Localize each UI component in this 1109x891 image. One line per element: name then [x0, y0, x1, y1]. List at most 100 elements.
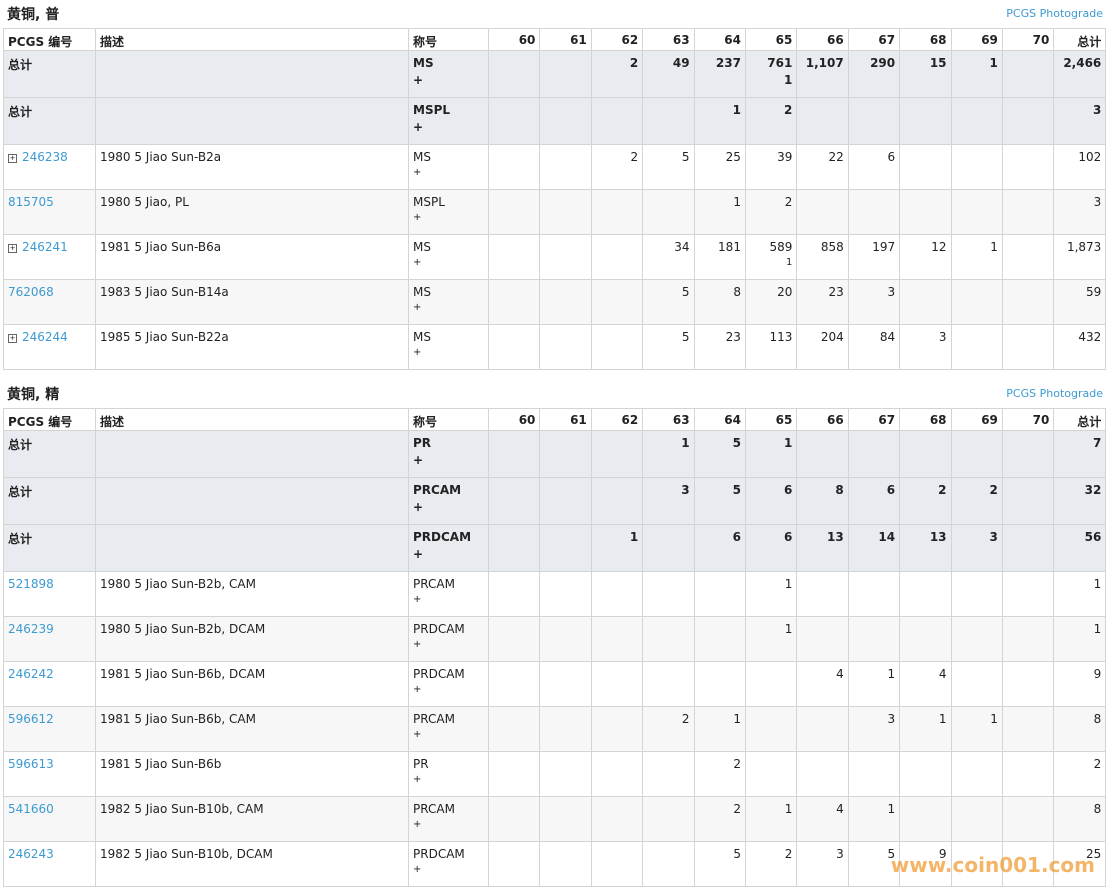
- description-cell: [95, 50, 409, 98]
- coin-row: 541660 1982 5 Jiao Sun-B10b, CAM PRCAM +2 1 4…: [3, 796, 1107, 842]
- grade-cell: [590, 430, 644, 478]
- grade-cell: [950, 279, 1003, 325]
- grade-cell: [1001, 524, 1055, 572]
- pcgs-number-link[interactable]: 596612: [8, 712, 54, 726]
- grade-cell: [539, 50, 592, 98]
- grade-cell: 589 1: [744, 234, 798, 280]
- pcgs-number-link[interactable]: 762068: [8, 285, 54, 299]
- description-cell: 1982 5 Jiao Sun-B10b, DCAM: [95, 841, 409, 887]
- column-header: 65: [744, 408, 798, 431]
- pcgs-number-link[interactable]: 596613: [8, 757, 54, 771]
- grade-cell: [539, 706, 592, 752]
- grade-cell: [487, 324, 541, 370]
- grade-cell: [642, 661, 695, 707]
- description-cell: 1980 5 Jiao, PL: [95, 189, 409, 235]
- grade-cell: [950, 751, 1003, 797]
- population-count: 6: [732, 530, 741, 544]
- header-row: PCGS 编号 描述 称号 60 61 62 63 64 65 66 67 68 69 70 总计: [3, 408, 1107, 431]
- total-label: 总计: [8, 58, 33, 72]
- grade-cell: [590, 97, 644, 145]
- population-count: 4: [938, 667, 947, 681]
- designation: MS: [413, 150, 431, 164]
- column-header: 66: [796, 28, 849, 51]
- designation-cell: PRCAM +: [408, 477, 489, 525]
- population-count: 1,107: [805, 56, 844, 70]
- watermark: www.coin001.com: [890, 853, 1095, 877]
- grade-cell: 2: [744, 97, 798, 145]
- population-count: 3: [681, 483, 690, 497]
- population-count: 20: [777, 285, 793, 299]
- grade-cell: [693, 661, 746, 707]
- description-cell: 1981 5 Jiao Sun-B6b: [95, 751, 409, 797]
- grade-cell: [487, 524, 541, 572]
- photograde-link[interactable]: PCGS Photograde: [1006, 7, 1103, 20]
- grade-cell: 5: [642, 324, 695, 370]
- coin-row: 596613 1981 5 Jiao Sun-B6b PR +2 2: [3, 751, 1107, 797]
- designation-cell: MS +: [408, 50, 489, 98]
- grade-cell: [796, 189, 849, 235]
- designation-cell: MSPL +: [408, 189, 489, 235]
- grade-cell: 5: [847, 841, 901, 887]
- coin-row: 596612 1981 5 Jiao Sun-B6b, CAM PRCAM +2 1 3 1…: [3, 706, 1107, 752]
- designation-cell: MSPL +: [408, 97, 489, 145]
- expand-icon[interactable]: +: [8, 154, 17, 163]
- pcgs-number-link[interactable]: 246239: [8, 622, 54, 636]
- population-count: 3: [836, 847, 844, 861]
- population-count: 1: [681, 436, 690, 450]
- population-count: 1: [990, 712, 998, 726]
- pcgs-number-link[interactable]: 246243: [8, 847, 54, 861]
- pcgs-number-link[interactable]: 246242: [8, 667, 54, 681]
- column-header: 称号: [408, 408, 489, 431]
- population-count: 6: [783, 483, 793, 497]
- pcgs-number-link[interactable]: 541660: [8, 802, 54, 816]
- grade-cell: 4: [796, 661, 849, 707]
- plus-designation: +: [413, 302, 422, 313]
- population-count: 2: [733, 757, 741, 771]
- population-count: 2,466: [1063, 56, 1102, 70]
- section-header: 黄铜, 普 PCGS Photograde: [3, 0, 1105, 28]
- total-cell: 1,873: [1053, 234, 1107, 280]
- photograde-link[interactable]: PCGS Photograde: [1006, 387, 1103, 400]
- grade-cell: [950, 796, 1003, 842]
- column-header: 62: [590, 28, 644, 51]
- total-label: 总计: [8, 485, 33, 499]
- grade-cell: 1: [744, 430, 798, 478]
- population-count: 1: [1093, 622, 1102, 636]
- grade-cell: [1001, 50, 1055, 98]
- description-cell: 1980 5 Jiao Sun-B2a: [95, 144, 409, 190]
- description: 1982 5 Jiao Sun-B10b, CAM: [100, 802, 264, 816]
- pcgs-number-link[interactable]: 246241: [22, 240, 68, 254]
- expand-icon[interactable]: +: [8, 334, 17, 343]
- header-row: PCGS 编号 描述 称号 60 61 62 63 64 65 66 67 68 69 70 总计: [3, 28, 1107, 51]
- grade-cell: [539, 279, 592, 325]
- grade-cell: 4: [796, 796, 849, 842]
- coin-row: 521898 1980 5 Jiao Sun-B2b, CAM PRCAM +1 1: [3, 571, 1107, 617]
- coin-row: 246242 1981 5 Jiao Sun-B6b, DCAM PRDCAM +4 1…: [3, 661, 1107, 707]
- pcgs-number-link[interactable]: 246238: [22, 150, 68, 164]
- grade-cell: [487, 706, 541, 752]
- population-count: 7: [1092, 436, 1102, 450]
- population-count: 1: [784, 577, 793, 591]
- pcgs-number-cell: 246239: [3, 616, 96, 662]
- designation: MS: [413, 285, 431, 299]
- designation-cell: MS +: [408, 234, 489, 280]
- description-cell: 1981 5 Jiao Sun-B6b, CAM: [95, 706, 409, 752]
- pcgs-number-link[interactable]: 521898: [8, 577, 54, 591]
- grade-cell: [539, 661, 592, 707]
- expand-icon[interactable]: +: [8, 244, 17, 253]
- description-cell: 1980 5 Jiao Sun-B2b, CAM: [95, 571, 409, 617]
- grade-cell: [796, 706, 849, 752]
- population-count: 1: [784, 802, 793, 816]
- population-count: 2: [1093, 757, 1102, 771]
- population-count: 8: [733, 285, 741, 299]
- population-count: 49: [672, 56, 690, 70]
- designation-cell: PRCAM +: [408, 796, 489, 842]
- grade-cell: 6: [744, 477, 798, 525]
- plus-designation: +: [413, 73, 424, 87]
- column-header: 64: [693, 408, 746, 431]
- column-header: 63: [642, 408, 695, 431]
- pcgs-number-link[interactable]: 246244: [22, 330, 68, 344]
- pcgs-number-link[interactable]: 815705: [8, 195, 54, 209]
- grade-cell: [487, 279, 541, 325]
- column-header: 63: [642, 28, 695, 51]
